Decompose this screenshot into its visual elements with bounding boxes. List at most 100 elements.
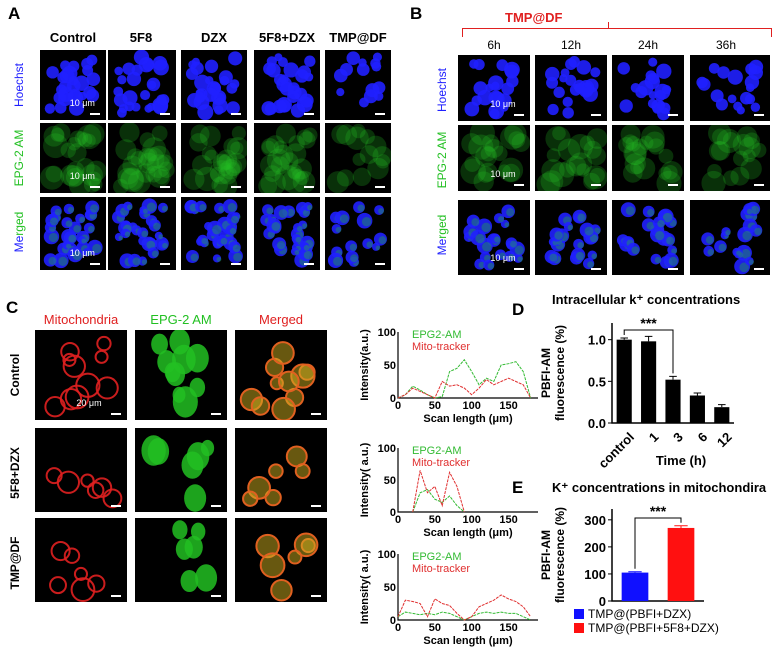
column-header: 6h [487,38,501,52]
y-tick-label: 300 [584,513,606,528]
micrograph [35,428,127,512]
scale-bar [211,413,221,415]
column-header: 24h [637,38,659,52]
scale-bar [160,263,170,265]
scale-bar [754,184,764,186]
micrograph [254,123,320,193]
panel-label-a: A [8,4,21,23]
bar-chart-E: K⁺ concentrations in mitochondira 0 100 200… [539,480,767,635]
scale-bar [514,184,524,186]
column-header: EPG-2 AM [150,312,212,327]
scale-bar [375,263,385,265]
x-tick-label: 50 [429,622,441,634]
micrograph [325,123,391,193]
legend-entry: EPG2-AM [412,445,462,457]
micrograph [181,123,247,193]
y-tick-label: 200 [584,540,606,555]
scale-bar [90,113,100,115]
micrograph [690,125,770,191]
micrograph: 10 μm [458,125,530,191]
y-axis-label: Intensity( a.u.) [359,549,371,624]
micrograph [235,518,327,602]
series-line-mito-tracker [412,470,465,513]
column-header: 5F8+DZX [259,30,315,45]
scale-bar [160,113,170,115]
scale-bar [111,595,121,597]
scale-bar [514,268,524,270]
y-tick-label: 50 [384,360,396,372]
scale-bar [311,505,321,507]
y-tick-label: 100 [584,567,606,582]
legend-entry: TMP@(PBFI+DZX) [588,607,691,621]
micrograph [135,330,227,420]
micrograph [235,330,327,420]
column-header: Control [49,30,97,45]
panel-label-d: D [512,300,525,319]
x-axis-label: Scan length (μm) [423,635,513,647]
scale-bar [591,184,601,186]
bar [616,339,632,423]
significance-bracket [634,517,682,569]
x-tick-label: 100 [463,400,481,412]
micrograph [181,197,247,270]
significance-label: *** [640,315,657,331]
y-tick-label: 0 [599,594,606,609]
column-header: 12h [560,38,582,52]
scale-bar [160,186,170,188]
x-tick-label: 0 [395,514,401,526]
bar-chart-D: Intracellular k⁺ concentrations 0.0 0.5 1.0… [539,292,740,471]
x-axis-label: Time (h) [656,453,706,468]
scale-bar [231,113,241,115]
micrograph [254,50,320,120]
micrograph [612,55,684,121]
x-tick-label: 3 [670,429,686,445]
bar [641,341,657,423]
error-bar [693,392,702,396]
micrograph: 10 μm [40,50,106,120]
micrograph: 10 μm [458,55,530,121]
x-tick-label: 0 [395,400,401,412]
legend-entry: EPG2-AM [412,329,462,341]
y-tick-label: 0 [390,393,396,405]
scale-bar [211,505,221,507]
micrograph [535,200,607,275]
bar [689,395,705,423]
series-line-mito-tracker [397,594,532,621]
y-tick-label: 0 [390,615,396,627]
micrograph [612,200,684,275]
x-tick-label: 0 [395,622,401,634]
scale-bar-label: 20 μm [76,398,102,408]
x-tick-label: 1 [646,429,662,445]
panel-label-c: C [6,298,19,317]
bar [667,527,695,601]
scale-bar [754,268,764,270]
x-axis-label: Scan length (μm) [423,527,513,539]
panel-label-b: B [410,4,423,23]
scale-bar [304,186,314,188]
y-tick-label: 100 [378,549,396,561]
bar [621,572,649,601]
significance-bracket [623,329,674,374]
micrograph: 10 μm [40,123,106,193]
axes [397,554,538,621]
micrograph: 10 μm [40,197,106,270]
x-tick-label: 12 [714,429,735,450]
chart-title: Intracellular k⁺ concentrations [552,292,740,307]
micrograph [690,55,770,121]
y-tick-label: 50 [384,582,396,594]
scale-bar-label: 10 μm [69,248,95,258]
y-axis-label: fluorescence (%) [553,507,567,603]
x-tick-label: 50 [429,400,441,412]
micrograph [135,518,227,602]
y-tick-label: 0 [390,507,396,519]
micrograph [108,123,176,193]
scale-bar [514,114,524,116]
scale-bar [231,186,241,188]
y-tick-label: 100 [378,443,396,455]
group-label-tmpdf: TMP@DF [505,10,563,25]
micrograph [235,428,327,512]
y-axis-label: PBFI-AM [539,530,553,580]
bar [665,379,681,423]
scale-bar [304,113,314,115]
